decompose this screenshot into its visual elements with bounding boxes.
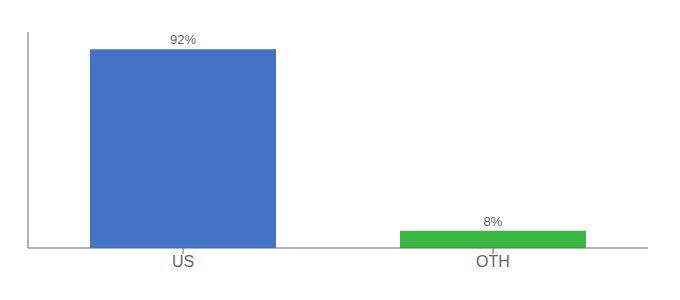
svg-text:US: US bbox=[172, 253, 194, 270]
svg-text:8%: 8% bbox=[484, 214, 503, 229]
svg-text:92%: 92% bbox=[170, 32, 196, 47]
svg-text:OTH: OTH bbox=[476, 253, 510, 270]
